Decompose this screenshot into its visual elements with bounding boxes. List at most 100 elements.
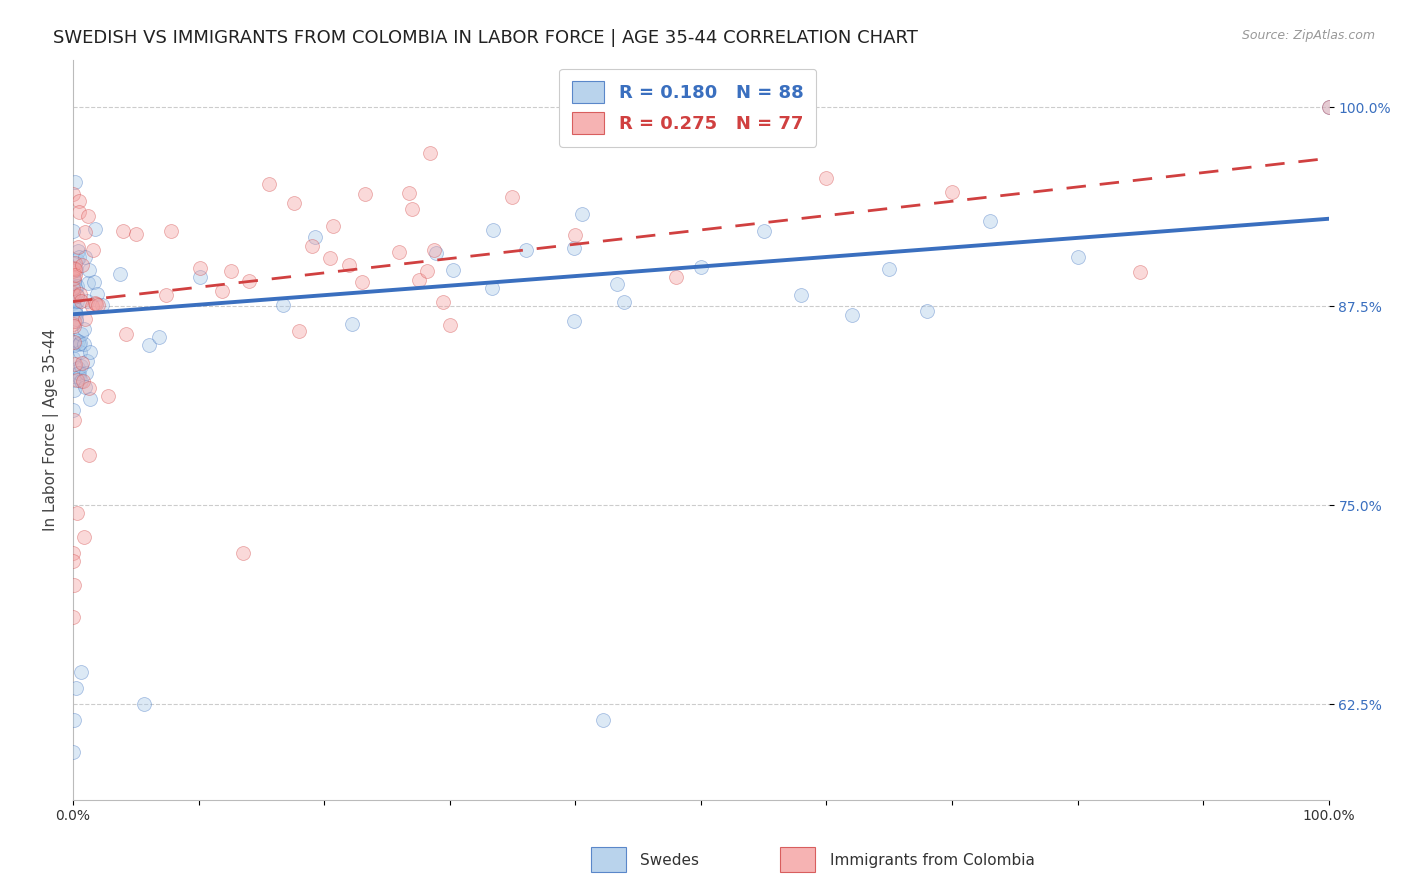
Point [72,530,94,544]
Point [65,268,87,283]
Point [62,403,84,417]
Point [125,227,148,241]
Point [423,243,446,257]
Point [752,224,775,238]
Point [160,224,183,238]
Point [115,326,138,341]
Point [481,281,503,295]
Point [354,187,377,202]
Point [319,252,342,266]
Point [63,175,86,189]
Bar [780,847,815,872]
Text: Immigrants from Colombia: Immigrants from Colombia [830,854,1035,868]
Point [1066,250,1088,264]
Point [65,314,87,328]
Point [69,293,91,308]
Point [63,383,86,397]
Point [1317,100,1340,114]
Point [388,245,411,260]
Point [155,288,177,302]
Point [70,359,93,374]
Point [72,374,94,388]
Point [65,307,87,321]
Point [188,260,211,275]
Point [62,373,84,387]
Point [132,698,155,712]
Point [188,270,211,285]
Point [689,260,711,274]
Point [67,251,90,265]
Point [65,681,87,696]
Point [76,293,98,308]
Point [62,270,84,285]
Point [63,274,86,288]
Point [62,224,84,238]
Point [62,337,84,351]
Point [63,306,86,320]
Point [62,279,84,293]
Point [304,230,326,244]
Point [77,263,100,277]
Point [70,258,93,272]
Point [73,336,96,351]
Point [67,205,90,219]
Point [76,354,98,368]
Point [66,240,89,254]
Point [592,713,614,727]
Point [63,319,86,334]
Point [419,146,441,161]
Point [1317,100,1340,114]
Point [91,298,114,312]
Point [398,186,420,201]
Point [65,263,87,277]
Point [62,554,84,568]
Point [340,318,363,332]
Point [62,334,84,349]
Point [301,239,323,253]
Legend: R = 0.180   N = 88, R = 0.275   N = 77: R = 0.180 N = 88, R = 0.275 N = 77 [560,69,815,147]
Point [62,296,84,310]
Point [67,370,90,384]
Point [62,351,84,365]
Point [337,258,360,272]
Point [67,194,90,209]
Point [75,251,97,265]
Point [665,269,688,284]
Point [62,546,84,560]
Point [62,745,84,759]
Point [79,392,101,406]
Point [63,713,86,727]
Point [70,374,93,388]
Point [65,373,87,387]
Point [77,448,100,462]
Point [65,294,87,309]
Point [148,330,170,344]
Point [62,264,84,278]
Point [257,177,280,191]
Point [69,287,91,301]
Point [415,263,437,277]
Point [211,284,233,298]
Point [790,288,813,302]
Point [138,338,160,352]
Point [941,186,963,200]
Point [232,546,254,560]
Point [515,243,537,257]
Point [432,294,454,309]
Point [84,297,107,311]
Point [63,314,86,328]
Point [66,361,89,376]
Point [501,190,523,204]
Point [66,334,89,348]
Bar [591,847,626,872]
Point [401,202,423,216]
Text: Swedes: Swedes [640,854,699,868]
Point [66,252,89,267]
Point [69,665,91,680]
Point [62,609,84,624]
Point [70,356,93,370]
Point [69,345,91,359]
Point [62,294,84,309]
Point [877,262,900,277]
Point [408,273,430,287]
